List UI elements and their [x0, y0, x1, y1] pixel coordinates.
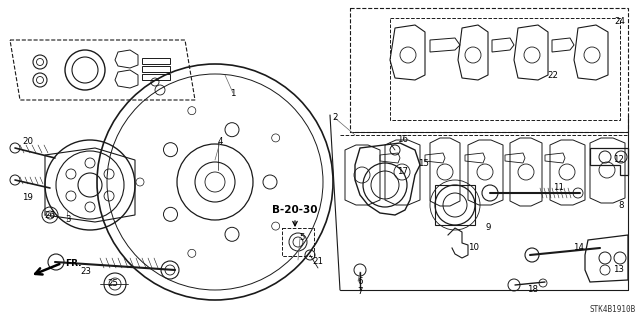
Text: 24: 24 [614, 18, 625, 26]
Text: 13: 13 [613, 265, 624, 275]
Text: 23: 23 [80, 266, 91, 276]
Text: 18: 18 [527, 286, 538, 294]
Text: 10: 10 [468, 243, 479, 253]
Text: 25: 25 [107, 278, 118, 287]
Text: 1: 1 [230, 88, 236, 98]
Bar [142, 66, 170, 72]
Text: 8: 8 [618, 201, 623, 210]
Text: 7: 7 [357, 286, 362, 295]
Text: 6: 6 [357, 277, 362, 286]
Bar [282, 228, 314, 256]
Text: 12: 12 [613, 155, 624, 165]
Text: 21: 21 [312, 256, 323, 265]
Text: STK4B1910B: STK4B1910B [590, 306, 636, 315]
Text: 15: 15 [418, 159, 429, 167]
Bar [142, 58, 170, 64]
Text: 20: 20 [22, 137, 33, 146]
Text: 14: 14 [573, 242, 584, 251]
Text: 2: 2 [332, 114, 337, 122]
Text: 19: 19 [22, 194, 33, 203]
Text: 3: 3 [65, 216, 70, 225]
Text: 5: 5 [299, 234, 305, 242]
Text: 4: 4 [218, 137, 223, 146]
Text: 22: 22 [547, 70, 558, 79]
Bar [435, 185, 475, 225]
Text: 26: 26 [44, 211, 55, 219]
Text: 9: 9 [486, 224, 492, 233]
Bar [142, 74, 170, 80]
Text: 16: 16 [397, 136, 408, 145]
Text: FR.: FR. [65, 258, 81, 268]
Text: B-20-30: B-20-30 [272, 205, 317, 215]
Text: 17: 17 [397, 167, 408, 176]
Text: 11: 11 [553, 182, 564, 191]
